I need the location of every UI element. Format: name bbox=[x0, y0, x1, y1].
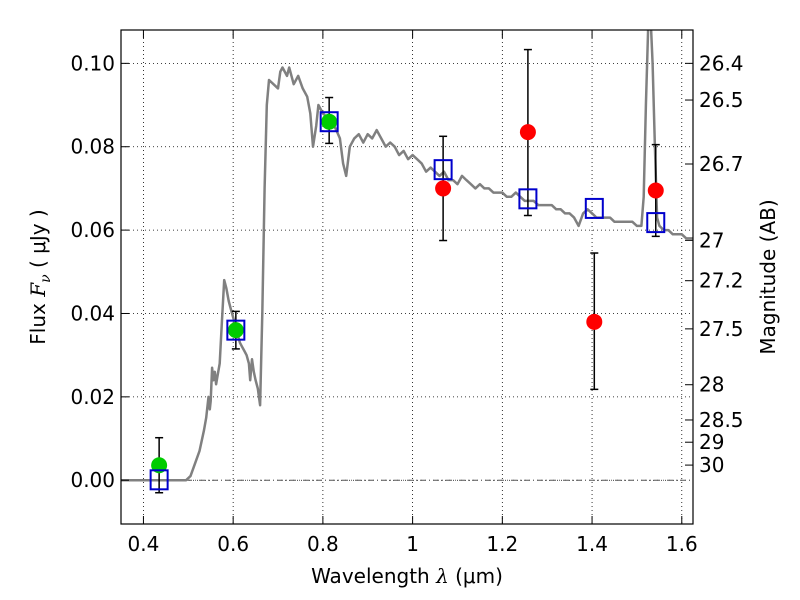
x-tick-label: 0.6 bbox=[217, 532, 249, 556]
y-tick-labels: 0.00 0.02 0.04 0.06 0.08 0.10 bbox=[70, 51, 115, 492]
red-data-point bbox=[586, 313, 603, 330]
x-tick-label: 1.6 bbox=[666, 532, 698, 556]
x-axis-label: Wavelength λ (μm) bbox=[311, 564, 503, 588]
model-spectrum bbox=[121, 30, 693, 482]
y2-tick-label: 28 bbox=[699, 373, 724, 397]
green-data-point bbox=[227, 322, 244, 339]
y2-tick-label: 26.7 bbox=[699, 152, 744, 176]
model-square-marker bbox=[226, 319, 246, 341]
model-square-marker bbox=[518, 188, 538, 210]
x-tick-label: 1.4 bbox=[576, 532, 608, 556]
model-square-marker bbox=[149, 469, 169, 491]
red-data-point bbox=[647, 182, 664, 199]
y-tick-label: 0.08 bbox=[70, 135, 115, 159]
y2-tick-label: 27 bbox=[699, 228, 724, 252]
model-square-marker bbox=[584, 197, 604, 219]
plot-frame bbox=[120, 29, 694, 525]
y2-tick-label: 28.5 bbox=[699, 408, 744, 432]
axis-ticks bbox=[121, 30, 693, 524]
red-data-point bbox=[435, 180, 452, 197]
y-tick-label: 0.04 bbox=[70, 301, 115, 325]
model-square-marker bbox=[319, 111, 339, 133]
model-square-marker bbox=[646, 212, 666, 234]
x-tick-labels: 0.4 0.6 0.8 1 1.2 1.4 1.6 bbox=[128, 532, 698, 556]
y2-tick-label: 27.2 bbox=[699, 269, 744, 293]
error-bars bbox=[155, 48, 660, 494]
y2-tick-label: 30 bbox=[699, 453, 724, 477]
grid-lines bbox=[121, 30, 693, 524]
y2-tick-label: 29 bbox=[699, 430, 724, 454]
y-axis-label: Flux Fν ( μJy ) bbox=[26, 209, 54, 344]
y2-axis-label: Magnitude (AB) bbox=[756, 199, 780, 354]
green-data-point bbox=[151, 457, 168, 474]
x-tick-label: 1.2 bbox=[486, 532, 518, 556]
y2-tick-label: 27.5 bbox=[699, 317, 744, 341]
spectrum-line bbox=[121, 30, 693, 482]
y-tick-label: 0.06 bbox=[70, 218, 115, 242]
y-tick-label: 0.02 bbox=[70, 385, 115, 409]
x-tick-label: 0.4 bbox=[128, 532, 160, 556]
x-tick-label: 1 bbox=[406, 532, 419, 556]
y2-tick-label: 26.5 bbox=[699, 88, 744, 112]
y-tick-label: 0.10 bbox=[70, 51, 115, 75]
red-data-point bbox=[519, 124, 536, 141]
data-markers bbox=[149, 111, 666, 491]
y2-tick-label: 26.4 bbox=[699, 51, 744, 75]
green-data-point bbox=[321, 113, 338, 130]
model-square-marker bbox=[433, 159, 453, 181]
x-tick-label: 0.8 bbox=[307, 532, 339, 556]
y-tick-label: 0.00 bbox=[70, 468, 115, 492]
